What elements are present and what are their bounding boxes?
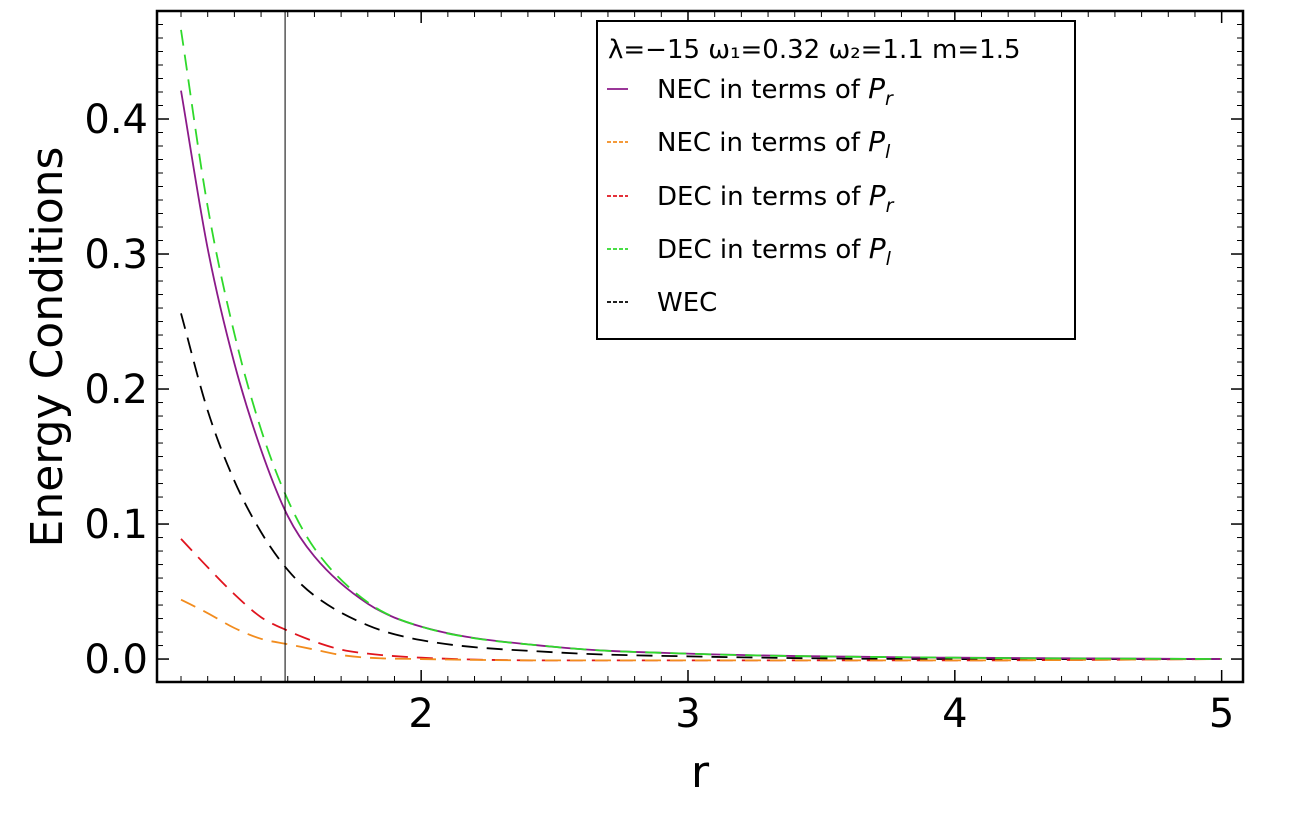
y-tick-label: 0.3 bbox=[84, 232, 148, 278]
series-line-4 bbox=[180, 313, 1222, 660]
y-axis-label: Energy Conditions bbox=[22, 147, 73, 548]
series-line-2 bbox=[180, 538, 1222, 662]
legend-title: λ=−15 ω₁=0.32 ω₂=1.1 m=1.5 bbox=[608, 35, 1021, 65]
series-line-1 bbox=[180, 598, 1222, 662]
x-tick-label: 3 bbox=[675, 691, 700, 737]
series-layer bbox=[180, 29, 1222, 662]
legend: λ=−15 ω₁=0.32 ω₂=1.1 m=1.5 NEC in terms … bbox=[596, 20, 1076, 340]
series-line-3 bbox=[180, 29, 1222, 660]
x-tick-label: 2 bbox=[408, 691, 433, 737]
legend-entry-1: NEC in terms of Pl bbox=[657, 125, 891, 163]
plot-frame bbox=[155, 9, 1245, 684]
y-tick-label: 0.1 bbox=[84, 502, 148, 548]
legend-entry-0: NEC in terms of Pr bbox=[657, 72, 894, 110]
x-tick-label: 5 bbox=[1209, 691, 1234, 737]
minor-ticks bbox=[157, 11, 1243, 682]
x-tick-label: 4 bbox=[942, 691, 967, 737]
y-tick-label: 0.2 bbox=[84, 367, 148, 413]
legend-box bbox=[596, 20, 1076, 340]
legend-items: NEC in terms of Pr NEC in terms of Pl DEC … bbox=[607, 72, 895, 318]
x-axis-label: r bbox=[691, 747, 710, 798]
legend-entry-2: DEC in terms of Pr bbox=[657, 179, 895, 217]
plot-area: 2 3 4 5 0.0 0.1 0.2 0.3 0.4 bbox=[84, 9, 1245, 737]
tick-labels: 2 3 4 5 0.0 0.1 0.2 0.3 0.4 bbox=[84, 97, 1234, 737]
y-tick-label: 0.0 bbox=[84, 637, 148, 683]
legend-entry-4: WEC bbox=[657, 288, 717, 318]
y-tick-label: 0.4 bbox=[84, 97, 148, 143]
legend-entry-3: DEC in terms of Pl bbox=[657, 232, 892, 270]
